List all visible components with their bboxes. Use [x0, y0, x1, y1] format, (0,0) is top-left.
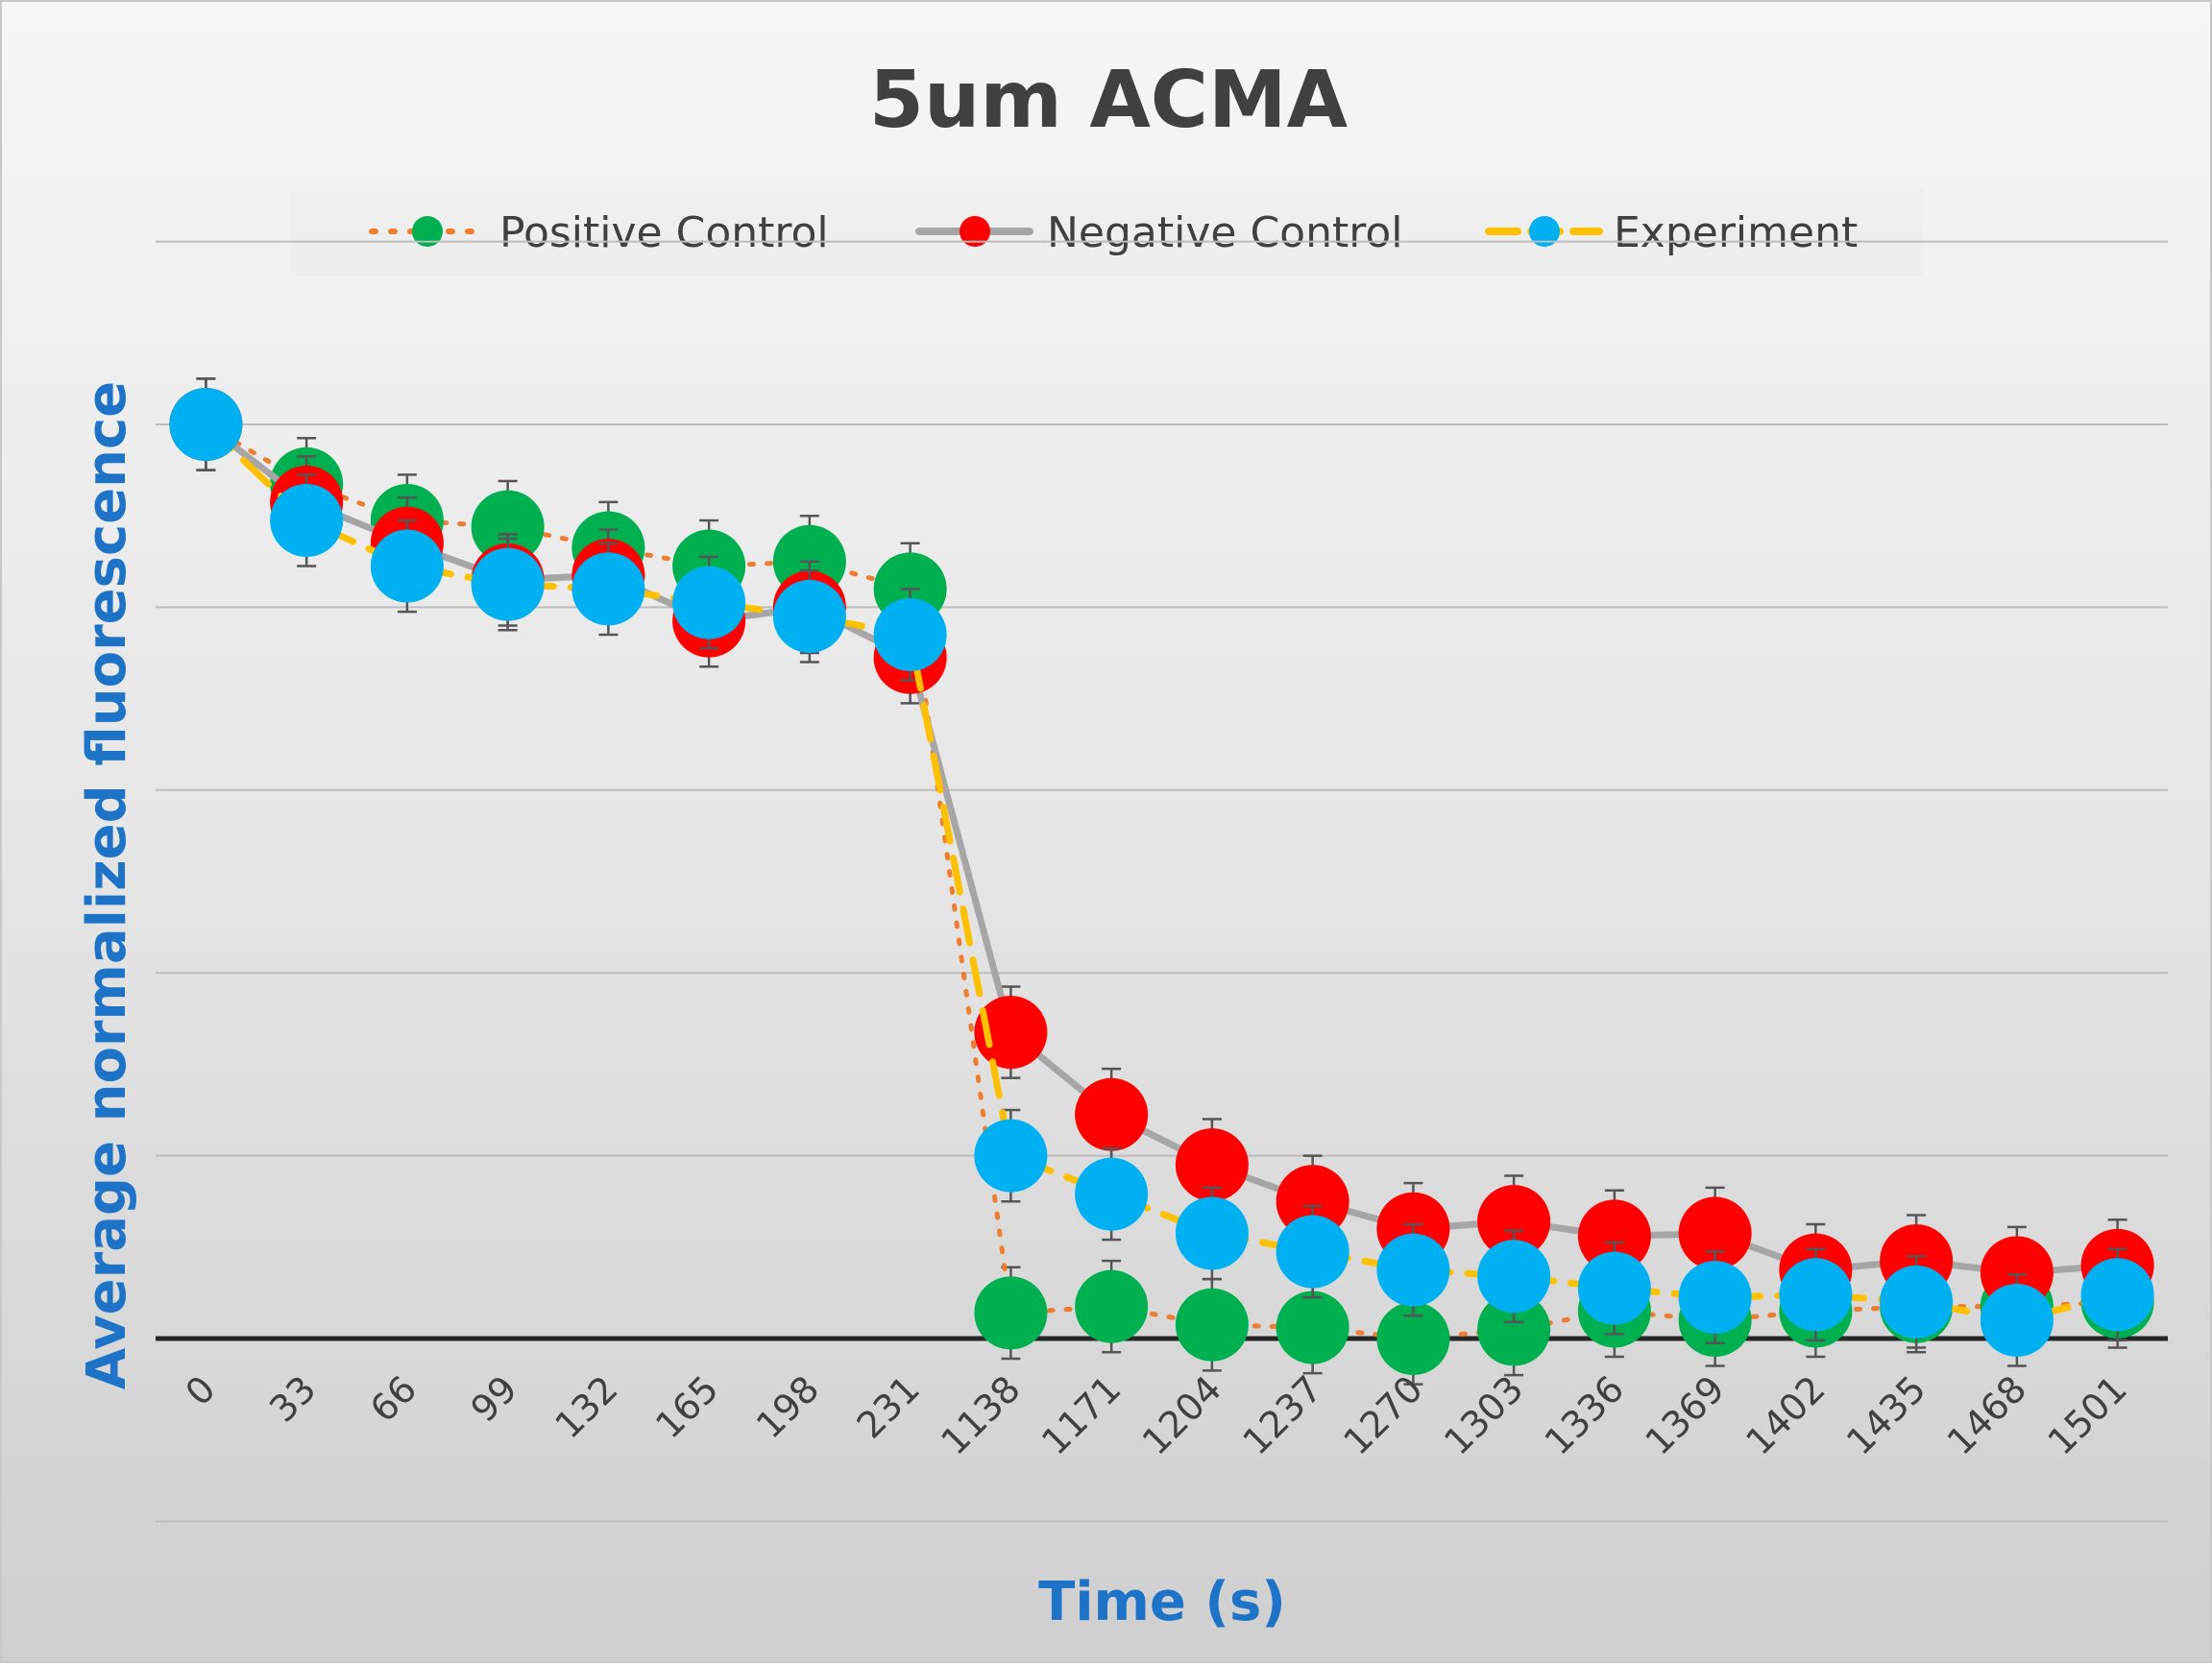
data-point — [1276, 1215, 1349, 1289]
legend-label: Positive Control — [499, 208, 829, 257]
data-point — [974, 1276, 1048, 1350]
x-tick-label: 132 — [547, 1367, 625, 1446]
legend-label: Experiment — [1614, 208, 1858, 257]
x-tick-label: 1303 — [1436, 1367, 1532, 1463]
legend-marker — [412, 216, 443, 247]
x-tick-label: 66 — [362, 1367, 425, 1430]
legend-marker — [1529, 216, 1560, 247]
x-tick-label: 1171 — [1033, 1367, 1130, 1463]
data-point — [974, 1119, 1048, 1193]
data-point — [1175, 1128, 1249, 1202]
data-point — [571, 552, 645, 626]
x-tick-label: 1138 — [933, 1367, 1029, 1463]
series-experiment — [169, 377, 2154, 1367]
data-point — [2080, 1258, 2154, 1332]
data-point — [873, 597, 947, 671]
data-point — [471, 490, 545, 564]
data-point — [1880, 1265, 1954, 1339]
legend-marker — [960, 216, 990, 247]
legend-box — [290, 187, 1923, 276]
y-axis-title: Average normalized fluorescence — [76, 381, 138, 1389]
x-axis-title: Time (s) — [1038, 1571, 1286, 1633]
x-tick-label: 1336 — [1537, 1367, 1633, 1463]
x-tick-label: 198 — [748, 1367, 827, 1446]
data-point — [1980, 1283, 2054, 1357]
x-tick-label: 231 — [849, 1367, 928, 1446]
data-point — [1276, 1291, 1349, 1364]
data-point — [974, 996, 1048, 1070]
x-tick-label: 99 — [463, 1367, 525, 1430]
data-point — [169, 388, 243, 461]
legend: Positive Control Negative Control Experime… — [369, 208, 1858, 257]
data-point — [1075, 1269, 1149, 1343]
data-point — [1276, 1165, 1349, 1239]
data-point — [1376, 1302, 1450, 1375]
data-point — [772, 579, 846, 653]
gridlines — [156, 240, 2168, 1523]
series-negative-control — [169, 377, 2154, 1320]
x-tick-label: 33 — [261, 1367, 324, 1430]
data-point — [1577, 1251, 1651, 1325]
x-tick-label: 1270 — [1335, 1367, 1431, 1463]
data-point — [1779, 1258, 1853, 1332]
data-point — [1075, 1157, 1149, 1231]
data-point — [1477, 1185, 1551, 1259]
data-point — [1175, 1196, 1249, 1270]
data-point — [672, 566, 746, 639]
x-tick-label: 1501 — [2039, 1367, 2135, 1463]
data-point — [270, 483, 344, 557]
x-tick-label: 1237 — [1234, 1367, 1330, 1463]
x-tick-label: 1468 — [1939, 1367, 2035, 1463]
x-axis-ticks: 0 33 66 99 132 165 198 231 1138 1171 1204 1237 1270 1… — [178, 1367, 2135, 1463]
data-point — [1577, 1199, 1651, 1273]
series-layer — [169, 377, 2154, 1386]
chart-title: 5um ACMA — [869, 55, 1349, 146]
data-point — [370, 529, 444, 603]
x-tick-label: 1204 — [1134, 1367, 1230, 1463]
x-tick-label: 1402 — [1738, 1367, 1834, 1463]
data-point — [1678, 1261, 1752, 1335]
data-point — [1477, 1292, 1551, 1366]
legend-label: Negative Control — [1047, 208, 1403, 257]
data-point — [471, 547, 545, 621]
x-tick-label: 1435 — [1838, 1367, 1934, 1463]
data-point — [1477, 1240, 1551, 1314]
data-point — [1175, 1288, 1249, 1362]
x-tick-label: 165 — [647, 1367, 726, 1446]
x-tick-label: 1369 — [1637, 1367, 1733, 1463]
data-point — [1075, 1077, 1149, 1151]
data-point — [1376, 1233, 1450, 1307]
x-tick-label: 0 — [178, 1367, 224, 1413]
series-positive-control — [169, 377, 2154, 1386]
data-point — [1678, 1196, 1752, 1270]
